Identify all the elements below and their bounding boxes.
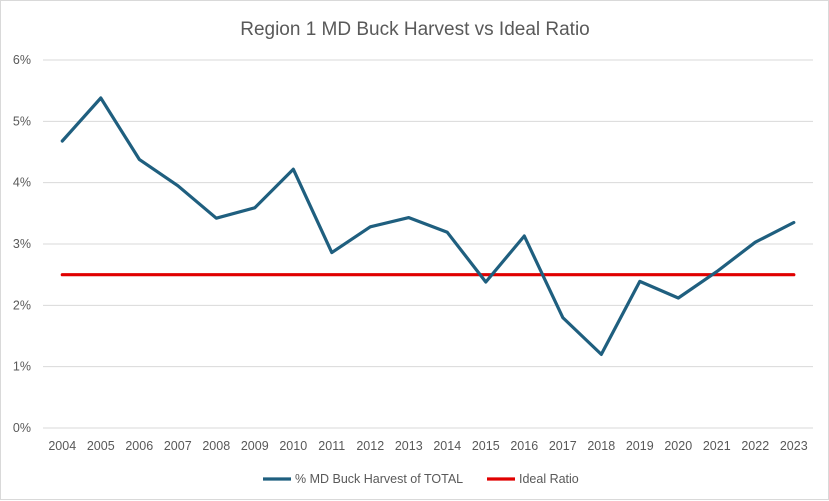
x-tick-label: 2018	[587, 439, 615, 453]
x-tick-label: 2011	[318, 439, 345, 453]
series-lines	[62, 98, 794, 354]
x-tick-label: 2008	[202, 439, 230, 453]
x-tick-label: 2020	[664, 439, 692, 453]
y-tick-label: 3%	[13, 237, 31, 251]
x-tick-label: 2005	[87, 439, 115, 453]
x-tick-label: 2022	[741, 439, 769, 453]
y-tick-label: 6%	[13, 53, 31, 67]
x-tick-label: 2015	[472, 439, 500, 453]
y-axis-ticks: 0% 1% 2% 3% 4% 5% 6%	[13, 53, 31, 435]
chart-title: Region 1 MD Buck Harvest vs Ideal Ratio	[240, 19, 590, 40]
x-tick-label: 2021	[703, 439, 731, 453]
x-tick-label: 2009	[241, 439, 269, 453]
x-tick-label: 2017	[549, 439, 577, 453]
x-tick-label: 2023	[780, 439, 808, 453]
x-tick-label: 2019	[626, 439, 654, 453]
y-tick-label: 5%	[13, 114, 31, 128]
x-tick-label: 2004	[48, 439, 76, 453]
x-axis-ticks: 2004 2005 2006 2007 2008 2009 2010 2011 2012 2013…	[48, 439, 807, 453]
x-tick-label: 2014	[433, 439, 461, 453]
y-tick-label: 4%	[13, 176, 31, 190]
x-tick-label: 2010	[279, 439, 307, 453]
legend: % MD Buck Harvest of TOTAL Ideal Ratio	[263, 472, 579, 486]
x-tick-label: 2013	[395, 439, 423, 453]
x-tick-label: 2016	[510, 439, 538, 453]
y-tick-label: 1%	[13, 360, 31, 374]
legend-label: % MD Buck Harvest of TOTAL	[295, 472, 463, 486]
gridlines	[43, 60, 813, 428]
x-tick-label: 2006	[125, 439, 153, 453]
x-tick-label: 2007	[164, 439, 192, 453]
legend-label: Ideal Ratio	[519, 472, 579, 486]
y-tick-label: 2%	[13, 298, 31, 312]
series-line-buck-harvest	[62, 98, 794, 354]
x-tick-label: 2012	[356, 439, 384, 453]
y-tick-label: 0%	[13, 421, 31, 435]
